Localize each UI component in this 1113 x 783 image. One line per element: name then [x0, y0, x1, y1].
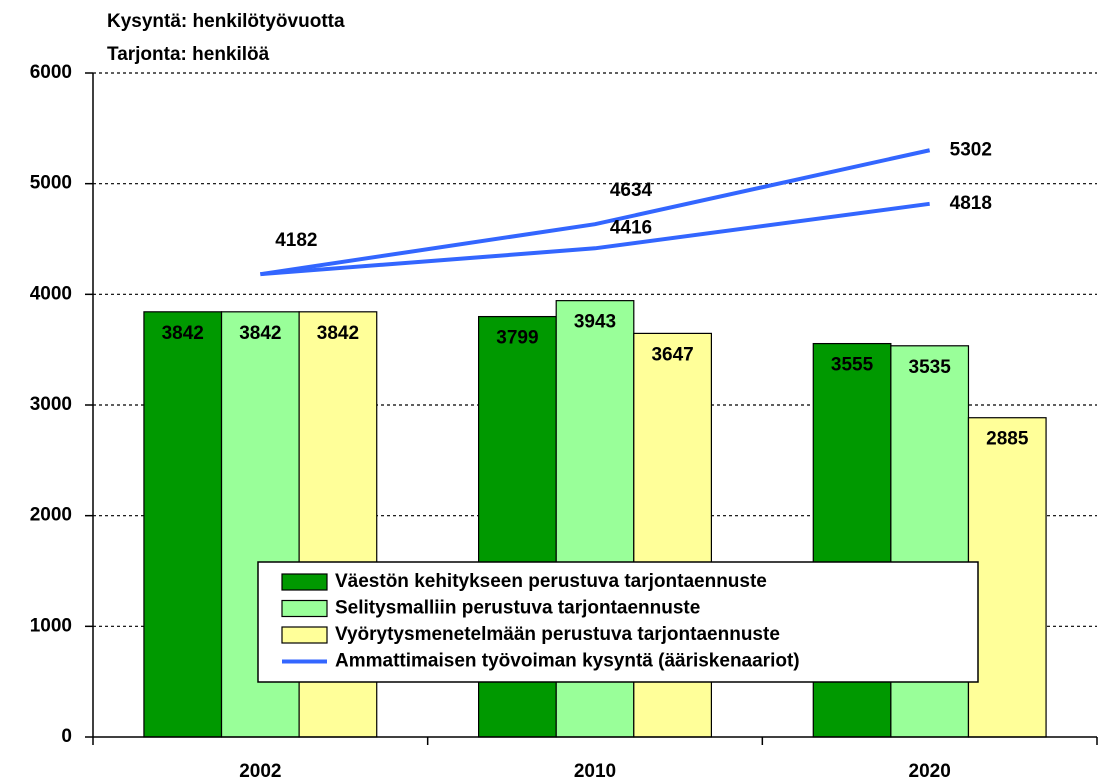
line-label: 5302: [950, 139, 992, 160]
chart-title: Tarjonta: henkilöä: [107, 44, 270, 65]
legend-swatch: [281, 599, 328, 618]
legend-label: Väestön kehitykseen perustuva tarjontaen…: [335, 571, 767, 592]
demand-line: [260, 201, 930, 277]
data-label: 3842: [162, 323, 204, 344]
line-label: 4182: [275, 230, 317, 251]
y-tick-label: 6000: [30, 62, 72, 83]
legend-label: Selitysmalliin perustuva tarjontaennuste: [335, 598, 700, 619]
y-tick-label: 4000: [30, 283, 72, 304]
data-label: 2885: [986, 429, 1029, 450]
bar: [967, 417, 1047, 738]
data-label: 3555: [831, 355, 874, 376]
x-tick-label: 2010: [574, 761, 616, 782]
line-label: 4634: [610, 180, 653, 201]
legend-swatch: [281, 573, 328, 591]
data-label: 3535: [909, 357, 952, 378]
line-label: 4818: [950, 193, 992, 214]
legend-label: Vyörytysmenetelmään perustuva tarjontaen…: [335, 624, 780, 645]
y-tick-label: 0: [61, 726, 72, 747]
legend-swatch: [281, 626, 328, 644]
line-label: 4416: [610, 217, 652, 238]
x-tick-label: 2002: [239, 761, 281, 782]
chart-title: Kysyntä: henkilötyövuotta: [107, 11, 345, 32]
data-label: 3799: [496, 328, 538, 349]
data-label: 3842: [239, 323, 281, 344]
y-tick-label: 1000: [30, 615, 72, 636]
x-tick-label: 2020: [909, 761, 951, 782]
bar: [143, 311, 223, 738]
demand-line: [260, 148, 931, 277]
legend-box: [257, 561, 979, 683]
data-label: 3647: [651, 344, 693, 365]
y-tick-label: 2000: [30, 505, 72, 526]
y-tick-label: 5000: [30, 173, 72, 194]
data-label: 3943: [574, 312, 616, 333]
legend-label: Ammattimaisen työvoiman kysyntä (ääriske…: [335, 651, 800, 672]
y-tick-label: 3000: [30, 394, 72, 415]
data-label: 3842: [317, 323, 359, 344]
